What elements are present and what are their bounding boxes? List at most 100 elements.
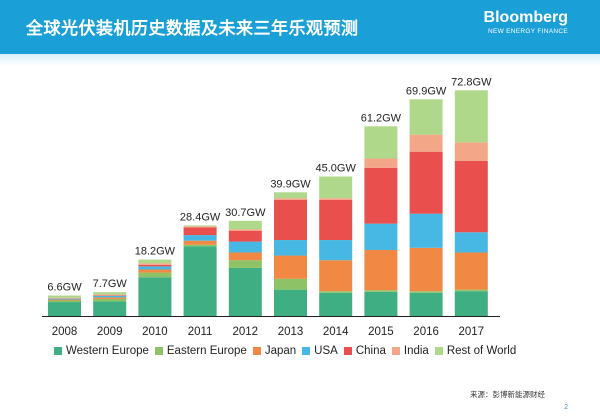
brand-subtitle: NEW ENERGY FINANCE: [487, 28, 568, 35]
bar-segment-2008-rest-of-world: [48, 295, 81, 298]
bar-segment-2011-india: [183, 226, 217, 228]
bar-segment-2016-japan: [409, 247, 443, 292]
legend-item-eastern-europe: Eastern Europe: [154, 345, 247, 357]
bar-segment-2008-india: [48, 297, 81, 299]
total-label-2011: 28.4GW: [180, 211, 221, 223]
bar-segment-2010-western-europe: [138, 277, 172, 316]
x-tick-2011: 2011: [188, 326, 213, 338]
legend-item-china: China: [343, 345, 386, 357]
bar-segment-2012-western-europe: [228, 267, 262, 316]
bar-segment-2012-rest-of-world: [228, 220, 262, 230]
bar-segment-2010-usa: [138, 266, 172, 270]
bar-segment-2008-western-europe: [48, 302, 81, 316]
legend-label: Rest of World: [446, 345, 517, 357]
bar-segment-2014-western-europe: [319, 292, 353, 316]
bar-segment-2008-eastern-europe: [48, 300, 81, 303]
bar-segment-2017-rest-of-world: [454, 90, 488, 143]
bar-segment-2009-eastern-europe: [93, 298, 127, 302]
legend-item-japan: Japan: [252, 345, 296, 357]
bar-segment-2011-china: [183, 227, 217, 236]
bar-segment-2011-usa: [183, 235, 217, 241]
legend-swatch: [302, 347, 311, 355]
x-tick-2013: 2013: [278, 326, 304, 338]
bar-segment-2015-usa: [364, 223, 398, 250]
bar-segment-2011-japan: [183, 240, 217, 245]
total-label-2013: 39.9GW: [270, 178, 311, 190]
bar-segment-2017-western-europe: [454, 291, 488, 316]
bar-segment-2017-india: [454, 142, 488, 161]
legend-label: Eastern Europe: [166, 345, 247, 357]
total-label-2014: 45.0GW: [316, 163, 357, 175]
page-number: 2: [564, 404, 568, 411]
legend-item-western-europe: Western Europe: [54, 345, 149, 357]
bar-segment-2013-western-europe: [274, 289, 307, 316]
brand-name: Bloomberg: [483, 9, 568, 26]
bar-segment-2012-japan: [228, 252, 262, 261]
slide-header: 全球光伏装机历史数据及未来三年乐观预测 Bloomberg NEW ENERGY…: [0, 0, 600, 54]
bar-segment-2012-china: [228, 230, 262, 242]
bar-segment-2014-usa: [319, 240, 353, 261]
chart-legend: Western Europe Eastern Europe Japan USA Chin…: [54, 341, 574, 361]
legend-label: China: [355, 345, 386, 357]
legend-swatch: [391, 347, 400, 355]
x-tick-2008: 2008: [52, 326, 78, 338]
bar-segment-2015-japan: [364, 249, 398, 291]
legend-label: India: [403, 345, 429, 357]
bar-segment-2009-india: [93, 294, 127, 296]
total-label-2010: 18.2GW: [135, 246, 176, 258]
bar-segment-2013-japan: [274, 255, 307, 279]
bar-segment-2009-western-europe: [93, 301, 127, 316]
bar-segment-2013-china: [274, 199, 307, 241]
bar-segment-2016-india: [409, 134, 443, 152]
bar-segment-2015-china: [364, 167, 398, 224]
bar-segment-2016-western-europe: [409, 292, 443, 316]
bar-segment-2010-japan: [138, 269, 172, 273]
bar-segment-2012-usa: [228, 241, 262, 253]
bar-segment-2015-western-europe: [364, 291, 398, 316]
bar-segment-2011-eastern-europe: [183, 244, 217, 247]
legend-swatch: [154, 347, 163, 355]
bar-segment-2010-eastern-europe: [138, 272, 172, 278]
total-label-2015: 61.2GW: [361, 112, 402, 124]
bar-segment-2016-rest-of-world: [409, 99, 443, 135]
bar-segment-2013-eastern-europe: [274, 278, 307, 290]
legend-label: Western Europe: [66, 345, 149, 357]
total-label-2009: 7.7GW: [93, 278, 128, 290]
bar-segment-2008-usa: [48, 298, 81, 300]
legend-swatch: [54, 347, 62, 355]
bar-segment-2014-china: [319, 199, 353, 241]
legend-swatch: [434, 347, 443, 355]
header-gradient: [0, 54, 600, 66]
bar-segment-2011-western-europe: [183, 246, 217, 316]
bar-segment-2010-china: [138, 264, 172, 267]
bar-segment-2016-china: [409, 151, 443, 214]
bar-segment-2016-usa: [409, 213, 443, 248]
bar-segment-2011-rest-of-world: [183, 225, 217, 227]
bar-segment-2017-usa: [454, 232, 488, 253]
bar-segment-2016-eastern-europe: [409, 291, 443, 293]
bar-segment-2013-india: [274, 198, 307, 200]
bar-segment-2015-india: [364, 158, 398, 168]
legend-item-usa: USA: [302, 345, 338, 357]
legend-swatch: [343, 347, 352, 355]
x-tick-2014: 2014: [323, 326, 349, 338]
source-note: 来源：彭博新能源财经: [470, 390, 545, 399]
bar-segment-2014-eastern-europe: [319, 291, 353, 293]
bar-segment-2009-japan: [93, 297, 127, 299]
bar-segment-2017-china: [454, 161, 488, 233]
total-label-2008: 6.6GW: [47, 282, 82, 294]
bar-segment-2013-usa: [274, 240, 307, 256]
bloomberg-logo: Bloomberg NEW ENERGY FINANCE: [468, 9, 568, 36]
legend-swatch: [252, 347, 261, 355]
bar-segment-2008-japan: [48, 299, 81, 301]
bar-segment-2017-japan: [454, 252, 488, 290]
legend-item-india: India: [391, 345, 429, 357]
bar-segment-2014-rest-of-world: [319, 176, 353, 199]
x-tick-2010: 2010: [142, 326, 168, 338]
legend-item-rest-of-world: Rest of World: [434, 345, 517, 357]
total-label-2016: 69.9GW: [406, 85, 447, 97]
bar-segment-2012-india: [228, 229, 262, 231]
x-tick-2017: 2017: [459, 326, 485, 338]
bar-segment-2010-rest-of-world: [138, 259, 172, 264]
